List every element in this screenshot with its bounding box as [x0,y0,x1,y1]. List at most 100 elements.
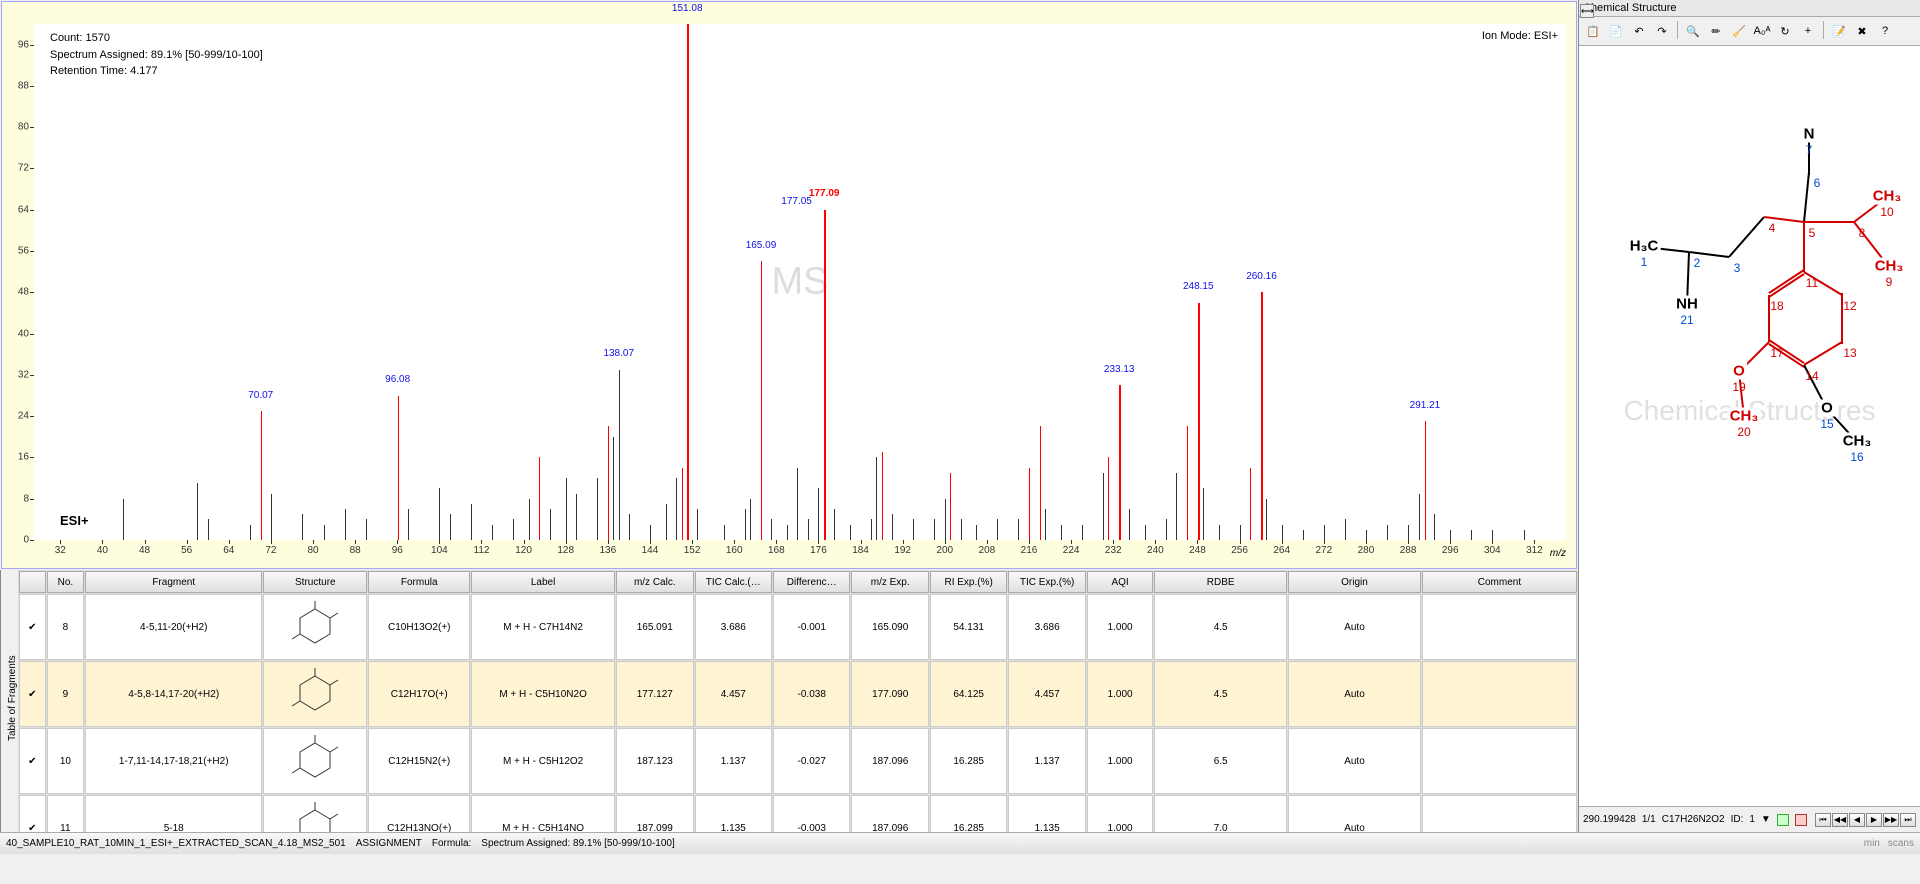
structure-cell [263,728,367,794]
spectrum-labeled-bar [1198,303,1200,540]
note-button[interactable]: 📝 [1829,21,1849,41]
atom-number: 12 [1843,299,1856,313]
x-tick-label: 128 [557,545,574,556]
spectrum-bar [892,514,893,540]
cell-aqi: 1.000 [1087,795,1153,832]
spectrum-bar [1240,525,1241,540]
table-row[interactable]: ✔94-5,8-14,17-20(+H2)C12H17O(+)M + H - C… [19,661,1577,727]
add-button[interactable]: + [1798,21,1818,41]
nav-first-button[interactable]: ⏮ [1815,813,1831,827]
cs-canvas[interactable]: Chemical Structures N765432H₃C1NH218CH₃1… [1579,46,1920,806]
row-check[interactable]: ✔ [19,661,46,727]
fragment-table-scroll[interactable]: No.FragmentStructureFormulaLabelm/z Calc… [18,570,1578,832]
molecule-drawing: N765432H₃C1NH218CH₃10CH₃9111812171314O19… [1579,46,1920,806]
undo-button[interactable]: ↶ [1629,21,1649,41]
edit-button[interactable]: ✏ [1706,21,1726,41]
x-tick-label: 312 [1526,545,1543,556]
dropdown-icon[interactable]: ▼ [1761,814,1771,825]
atom-number: 10 [1880,205,1893,219]
row-check[interactable]: ✔ [19,594,46,660]
copy-button[interactable]: 📄 [1606,21,1626,41]
cell-tic_calc: 4.457 [695,661,772,727]
badge-icon-1[interactable] [1777,814,1789,826]
spectrum-bar [408,509,409,540]
spectrum-bar [750,499,751,540]
ruler-icon[interactable]: ⟷ [1580,4,1594,18]
spectrum-bar [529,499,530,540]
spectrum-bar [934,519,935,540]
cell-mz_calc: 177.127 [616,661,693,727]
x-tick-label: 136 [599,545,616,556]
column-header[interactable]: RI Exp.(%) [930,571,1007,593]
spectrum-bar [613,437,614,540]
refresh-button[interactable]: ↻ [1775,21,1795,41]
cell-no: 11 [47,795,85,832]
y-tick-label: 40 [18,328,29,339]
table-row[interactable]: ✔101-7,11-14,17-18,21(+H2)C12H15N2(+)M +… [19,728,1577,794]
table-row[interactable]: ✔84-5,11-20(+H2)C10H13O2(+)M + H - C7H14… [19,594,1577,660]
delete-button[interactable]: ✖ [1852,21,1872,41]
column-header[interactable]: No. [47,571,85,593]
cs-nav: ⏮ ◀◀ ◀ ▶ ▶▶ ⏭ [1815,813,1916,827]
cell-mz_exp: 165.090 [851,594,928,660]
cell-label: M + H - C5H14NO [471,795,615,832]
cell-diff: -0.027 [773,728,850,794]
x-tick-label: 80 [307,545,318,556]
bond [1768,273,1804,298]
peak-extra-label: 177.05 [781,196,812,207]
column-header[interactable]: Origin [1288,571,1421,593]
fragments-tab[interactable]: Table of Fragments [0,570,18,832]
cs-footer: 290.199428 1/1 C17H26N2O2 ID: 1 ▼ ⏮ ◀◀ ◀… [1579,806,1920,832]
column-header[interactable]: Differenc… [773,571,850,593]
atom-label: CH₃ [1728,408,1761,425]
spectrum-bar [1219,525,1220,540]
spectrum-bar [876,457,877,540]
cell-tic_calc: 3.686 [695,594,772,660]
column-header[interactable]: Structure [263,571,367,593]
row-check[interactable]: ✔ [19,795,46,832]
cell-diff: -0.003 [773,795,850,832]
esi-label: ESI+ [60,513,89,528]
nav-fwd-button[interactable]: ▶ [1866,813,1882,827]
nav-back-button[interactable]: ◀ [1849,813,1865,827]
column-header[interactable]: Comment [1422,571,1577,593]
bond [1804,221,1854,223]
nav-prev-button[interactable]: ◀◀ [1832,813,1848,827]
badge-icon-2[interactable] [1795,814,1807,826]
atom-number: 20 [1737,425,1750,439]
spectrum-bar [123,499,124,540]
status-assigned: Spectrum Assigned: 89.1% [50-999/10-100] [481,838,674,849]
column-header[interactable] [19,571,46,593]
cell-fragment: 1-7,11-14,17-18,21(+H2) [85,728,262,794]
column-header[interactable]: m/z Calc. [616,571,693,593]
column-header[interactable]: TIC Calc.(… [695,571,772,593]
help-button[interactable]: ? [1875,21,1895,41]
status-formula-label: Formula: [432,838,471,849]
column-header[interactable]: RDBE [1154,571,1287,593]
peak-label: 70.07 [248,390,273,401]
x-tick-label: 88 [350,545,361,556]
paste-button[interactable]: 📋 [1583,21,1603,41]
nav-next-button[interactable]: ▶▶ [1883,813,1899,827]
atom-label: O [1731,363,1747,380]
table-row[interactable]: ✔115-18C12H13NO(+)M + H - C5H14NO187.099… [19,795,1577,832]
clear-button[interactable]: 🧹 [1729,21,1749,41]
column-header[interactable]: TIC Exp.(%) [1008,571,1085,593]
spectrum-bar [1129,509,1130,540]
cell-label: M + H - C7H14N2 [471,594,615,660]
column-header[interactable]: Label [471,571,615,593]
nav-last-button[interactable]: ⏭ [1900,813,1916,827]
row-check[interactable]: ✔ [19,728,46,794]
x-tick-label: 112 [474,545,490,556]
column-header[interactable]: m/z Exp. [851,571,928,593]
spectrum-chart[interactable]: ⟷ Count: 1570 Spectrum Assigned: 89.1% [… [1,1,1577,569]
zoom-button[interactable]: 🔍 [1683,21,1703,41]
x-axis: m/z 324048566472808896104112120128136144… [34,540,1566,568]
column-header[interactable]: Fragment [85,571,262,593]
format-button[interactable]: A₀ᴬ [1752,21,1772,41]
redo-button[interactable]: ↷ [1652,21,1672,41]
spectrum-bar [1366,530,1367,540]
spectrum-bar [997,519,998,540]
column-header[interactable]: Formula [368,571,470,593]
column-header[interactable]: AQI [1087,571,1153,593]
